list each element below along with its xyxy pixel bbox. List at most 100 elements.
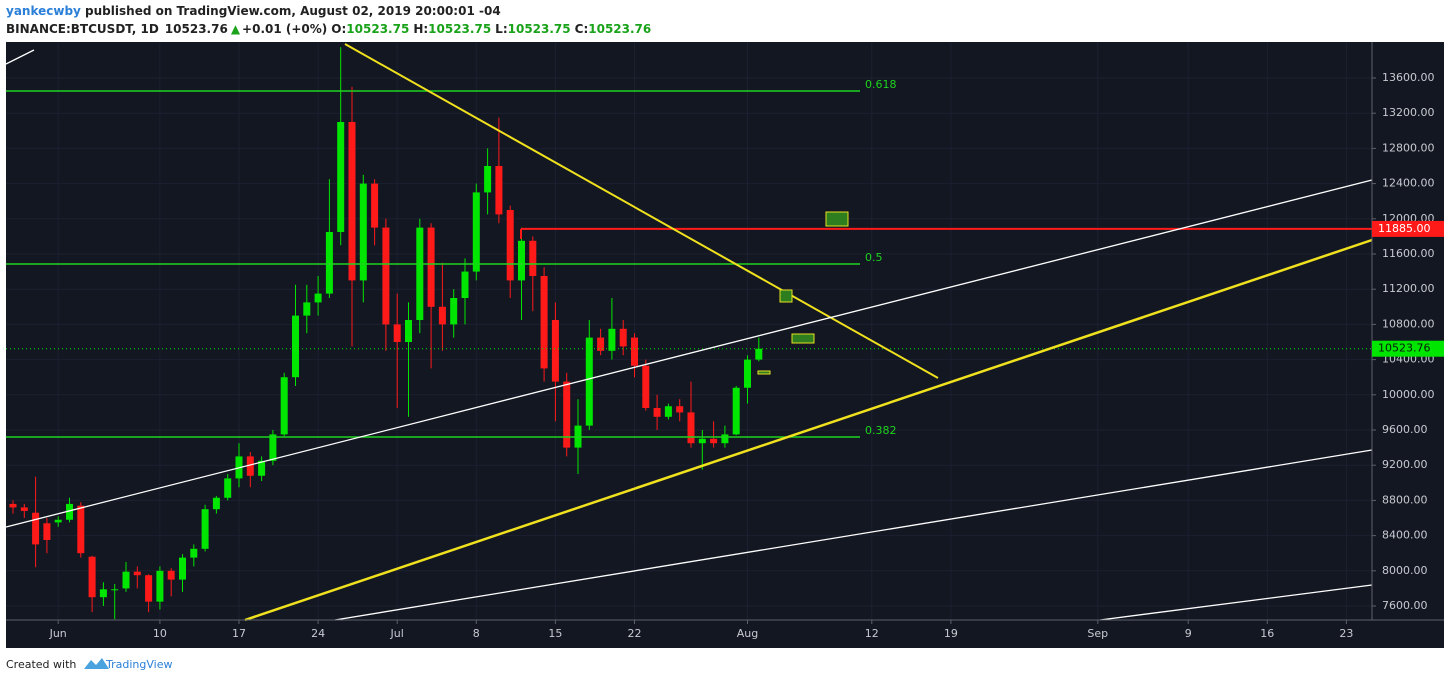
x-tick-label: Jun xyxy=(49,627,67,640)
price-label-box xyxy=(1372,220,1444,237)
author[interactable]: yankecwby xyxy=(6,4,81,18)
candle-body xyxy=(325,231,333,294)
axes: 7600.00 8000.00 8400.00 8800.00 9200.00 9600.… xyxy=(49,71,1444,640)
footer-created: Created with xyxy=(6,658,76,671)
candle-body xyxy=(721,434,729,444)
candle-body xyxy=(416,227,424,320)
candle-body xyxy=(687,412,695,444)
candle-body xyxy=(597,337,605,351)
candle-body xyxy=(755,348,763,360)
channel-line xyxy=(5,49,35,65)
fib-label: 0.5 xyxy=(865,251,883,264)
candle-body xyxy=(314,293,322,303)
candle-body xyxy=(99,589,107,598)
price-axis xyxy=(1372,42,1444,620)
x-tick-label: 17 xyxy=(232,627,246,640)
y-tick-label: 11600.00 xyxy=(1382,247,1435,260)
price: 10523.76 xyxy=(165,22,228,36)
l-label: L: xyxy=(495,22,507,36)
x-tick-label: 15 xyxy=(548,627,562,640)
candle-body xyxy=(77,505,85,554)
candle-body xyxy=(179,557,186,580)
x-tick-label: Aug xyxy=(737,627,758,640)
x-tick-label: 22 xyxy=(628,627,642,640)
y-tick-label: 10800.00 xyxy=(1382,317,1435,330)
candle-body xyxy=(438,306,446,325)
candle-body xyxy=(9,503,17,508)
arrow: ▲ xyxy=(231,22,241,36)
fib-label: 0.382 xyxy=(865,424,897,437)
x-tick-label: 9 xyxy=(1185,627,1192,640)
candle-body xyxy=(280,377,288,435)
y-tick-label: 8400.00 xyxy=(1382,529,1428,542)
symbol: BINANCE:BTCUSDT, 1D xyxy=(6,22,159,36)
candle-body xyxy=(653,408,661,417)
y-tick-label: 10000.00 xyxy=(1382,388,1435,401)
footer-brand[interactable]: TradingView xyxy=(105,658,172,671)
candle-body xyxy=(54,519,62,523)
o-label: O: xyxy=(331,22,346,36)
candle-body xyxy=(201,509,209,549)
y-tick-label: 8000.00 xyxy=(1382,564,1428,577)
candle-body xyxy=(133,571,141,576)
target-box xyxy=(757,370,771,375)
c: 10523.76 xyxy=(588,22,651,36)
candle-body xyxy=(145,575,153,602)
candle-body xyxy=(292,315,299,378)
candle-body xyxy=(495,165,503,215)
channel-line xyxy=(1099,584,1373,621)
candle-body xyxy=(88,556,96,598)
x-tick-label: 16 xyxy=(1260,627,1274,640)
candle-body xyxy=(484,165,492,193)
x-tick-label: Sep xyxy=(1087,627,1108,640)
change: +0.01 (+0%) xyxy=(242,22,327,36)
candle-body xyxy=(269,434,277,461)
candle-body xyxy=(710,438,718,444)
y-tick-label: 13600.00 xyxy=(1382,71,1435,84)
o: 10523.75 xyxy=(346,22,409,36)
candle-body xyxy=(122,571,130,589)
y-tick-label: 11200.00 xyxy=(1382,282,1435,295)
candle-body xyxy=(427,227,435,307)
last-price-box xyxy=(1372,340,1444,357)
channel-line xyxy=(334,449,1373,621)
candle-body xyxy=(698,438,706,444)
candle-body xyxy=(212,497,220,510)
logo xyxy=(84,658,109,669)
y-tick-label: 9200.00 xyxy=(1382,458,1428,471)
candle-body xyxy=(382,227,390,325)
h: 10523.75 xyxy=(428,22,491,36)
candle-body xyxy=(66,503,73,520)
x-tick-label: 24 xyxy=(311,627,325,640)
y-tick-label: 12400.00 xyxy=(1382,177,1435,190)
candle-body xyxy=(348,121,356,281)
x-tick-label: 12 xyxy=(865,627,879,640)
target-box xyxy=(791,333,815,344)
trend-line xyxy=(344,43,939,379)
candle-body xyxy=(540,275,548,369)
candle-body xyxy=(167,570,175,580)
candle-body xyxy=(156,570,164,602)
header-line-1: yankecwby published on TradingView.com, … xyxy=(6,4,501,18)
candle-body xyxy=(563,381,571,448)
trend-line xyxy=(244,238,1373,622)
candle-body xyxy=(337,121,345,232)
drawings: 0.618 0.5 0.382 xyxy=(5,43,1373,622)
candle-body xyxy=(608,328,616,351)
x-tick-label: 10 xyxy=(153,627,167,640)
candle-body xyxy=(371,183,379,228)
y-tick-label: 8800.00 xyxy=(1382,493,1428,506)
candle-body xyxy=(461,271,469,298)
candle-body xyxy=(529,240,537,276)
y-tick-label: 9600.00 xyxy=(1382,423,1428,436)
x-tick-label: 23 xyxy=(1339,627,1353,640)
candle-body xyxy=(111,589,119,591)
candle-body xyxy=(642,365,650,409)
candle-body xyxy=(551,319,559,382)
target-box xyxy=(825,211,849,227)
c-label: C: xyxy=(575,22,589,36)
candle-body xyxy=(32,512,40,545)
y-tick-label: 7600.00 xyxy=(1382,599,1428,612)
y-tick-label: 12800.00 xyxy=(1382,141,1435,154)
